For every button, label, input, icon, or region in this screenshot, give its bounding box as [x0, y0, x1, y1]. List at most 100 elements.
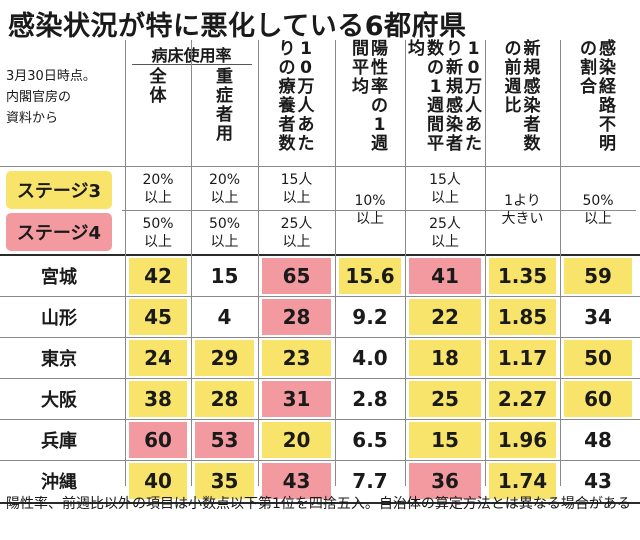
data-cell: 15 — [210, 264, 239, 288]
data-cell: 23 — [262, 340, 331, 376]
threshold-merged: 10% 以上 — [354, 193, 386, 227]
column-header-line: の前週比 — [504, 39, 522, 116]
data-cell: 31 — [262, 381, 331, 417]
chart-title: 感染状況が特に悪化している6都府県 — [8, 11, 467, 42]
data-cell: 15.6 — [339, 258, 401, 294]
data-cell: 50 — [564, 340, 632, 376]
column-separator — [485, 40, 486, 486]
data-cell: 59 — [564, 258, 632, 294]
column-header-line: りの療養者数 — [278, 39, 296, 154]
data-cell: 28 — [262, 299, 331, 335]
data-cell: 22 — [409, 299, 481, 335]
data-cell: 2.8 — [352, 387, 388, 411]
data-cell: 41 — [409, 258, 481, 294]
prefecture-label: 宮城 — [41, 267, 77, 288]
threshold-stage3: 20% 以上 — [142, 172, 174, 206]
data-cell: 9.2 — [352, 305, 388, 329]
prefecture-label: 大阪 — [41, 390, 77, 411]
column-header-line: 均 — [408, 39, 425, 59]
threshold-stage3: 15人 以上 — [429, 172, 461, 206]
data-cell: 15 — [409, 422, 481, 458]
prefecture-label: 東京 — [41, 349, 77, 370]
source-note: 3月30日時点。 内閣官房の 資料から — [6, 69, 96, 126]
data-cell: 6.5 — [352, 428, 388, 452]
data-cell: 1.35 — [489, 258, 556, 294]
row-separator — [0, 378, 640, 379]
group-header-underline — [132, 64, 252, 65]
threshold-merged: 50% 以上 — [582, 193, 614, 227]
stage4-label: ステージ4 — [6, 213, 112, 251]
row-separator — [0, 419, 640, 420]
column-separator — [258, 40, 259, 486]
threshold-stage4: 50% 以上 — [142, 216, 174, 250]
column-separator — [335, 40, 336, 486]
data-cell: 1.17 — [489, 340, 556, 376]
row-separator — [0, 337, 640, 338]
data-cell: 1.96 — [489, 422, 556, 458]
data-cell: 36 — [409, 463, 481, 499]
stage-divider-line — [122, 210, 636, 211]
threshold-stage4: 50% 以上 — [208, 216, 241, 250]
data-cell: 43 — [584, 469, 612, 493]
column-header-1: 全体 — [125, 68, 191, 164]
column-header-line: 陽性率の1週 — [371, 39, 388, 154]
body-bottom-line — [0, 502, 640, 504]
data-cell: 53 — [195, 422, 254, 458]
data-cell: 42 — [129, 258, 187, 294]
column-header-line: 重症者用 — [216, 67, 233, 144]
threshold-stage4: 25人 以上 — [280, 216, 313, 250]
column-header-line: 全体 — [149, 67, 167, 106]
data-cell: 48 — [584, 428, 612, 452]
data-cell: 1.85 — [489, 299, 556, 335]
prefecture-label: 兵庫 — [41, 431, 77, 452]
column-header-5: 10万人あた り新規感染者 数の1週間平均 — [405, 40, 485, 164]
column-header-6: 新規感染者数 の前週比 — [485, 40, 560, 164]
data-cell: 29 — [195, 340, 254, 376]
column-separator — [125, 40, 126, 486]
data-cell: 43 — [262, 463, 331, 499]
data-cell: 35 — [195, 463, 254, 499]
column-header-4: 陽性率の1週 間平均 — [335, 40, 405, 164]
column-header-2: 重症者用 — [191, 68, 258, 164]
column-header-line: の割合 — [580, 39, 597, 97]
column-header-line: 数の1週間平 — [427, 39, 444, 154]
data-cell: 18 — [409, 340, 481, 376]
data-cell: 25 — [409, 381, 481, 417]
column-header-line: 感染経路不明 — [599, 39, 616, 154]
data-cell: 28 — [195, 381, 254, 417]
data-cell: 20 — [262, 422, 331, 458]
data-cell: 40 — [129, 463, 187, 499]
data-cell: 60 — [129, 422, 187, 458]
column-separator — [405, 40, 406, 486]
data-cell: 65 — [262, 258, 331, 294]
column-header-7: 感染経路不明 の割合 — [560, 40, 636, 164]
footnote: 陽性率、前週比以外の項目は小数点以下第1位を四捨五入。自治体の算定方法とは異なる… — [6, 496, 631, 512]
column-header-line: り新規感染者 — [446, 39, 463, 154]
prefecture-label: 沖縄 — [41, 472, 77, 493]
data-cell: 4 — [217, 305, 232, 329]
data-cell: 34 — [584, 305, 612, 329]
column-header-3: 10万人あた りの療養者数 — [258, 40, 335, 164]
threshold-stage3: 15人 以上 — [280, 172, 313, 206]
body-top-line — [0, 254, 640, 256]
column-separator — [560, 40, 561, 486]
data-cell: 1.74 — [489, 463, 556, 499]
column-header-line: 間平均 — [352, 39, 369, 97]
data-cell: 7.7 — [352, 469, 388, 493]
threshold-stage4: 25人 以上 — [429, 216, 461, 250]
column-separator — [191, 40, 192, 486]
threshold-stage3: 20% 以上 — [208, 172, 241, 206]
data-cell: 2.27 — [489, 381, 556, 417]
data-cell: 45 — [129, 299, 187, 335]
data-cell: 38 — [129, 381, 187, 417]
column-header-line: 新規感染者数 — [523, 39, 541, 154]
prefecture-label: 山形 — [41, 308, 77, 329]
data-cell: 24 — [129, 340, 187, 376]
data-cell: 4.0 — [352, 346, 388, 370]
threshold-merged: 1より 大きい — [501, 193, 544, 227]
header-bottom-line — [0, 166, 640, 167]
column-header-line: 10万人あた — [297, 39, 315, 154]
stage3-label: ステージ3 — [6, 171, 112, 209]
data-cell: 60 — [564, 381, 632, 417]
row-separator — [0, 296, 640, 297]
